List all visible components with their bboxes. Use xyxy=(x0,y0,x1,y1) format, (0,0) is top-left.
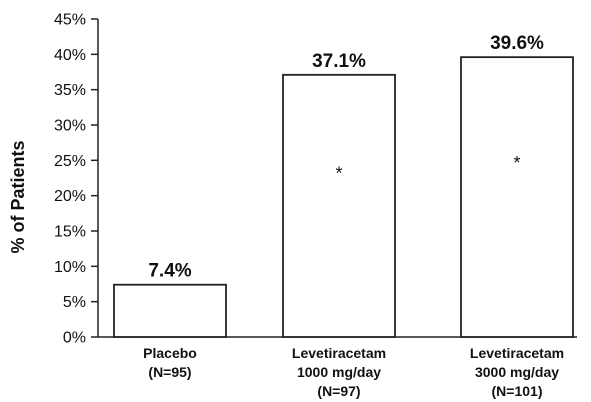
y-ticks: 0% 5% 10% 15% 20% 25% 30% 35% 40% 45% xyxy=(54,12,98,347)
category-label: (N=101) xyxy=(492,383,543,399)
category-label: (N=97) xyxy=(317,383,360,399)
y-tick-label: 0% xyxy=(63,330,86,347)
y-tick-label: 40% xyxy=(54,47,86,64)
category-label: Levetiracetam xyxy=(470,345,564,361)
category-label: (N=95) xyxy=(148,364,191,380)
y-tick-label: 45% xyxy=(54,12,86,29)
category-label: Levetiracetam xyxy=(292,345,386,361)
y-tick-label: 25% xyxy=(54,153,86,170)
significance-marker: * xyxy=(513,153,520,173)
bar xyxy=(460,56,574,338)
y-axis-label: % of Patients xyxy=(8,140,28,253)
category-label: 1000 mg/day xyxy=(297,364,381,380)
y-tick-label: 10% xyxy=(54,259,86,276)
y-tick-label: 5% xyxy=(63,294,86,311)
category-label: Placebo xyxy=(143,345,197,361)
bar xyxy=(113,283,227,338)
y-tick-label: 35% xyxy=(54,82,86,99)
bars: 7.4% 37.1% * 39.6% * xyxy=(113,33,574,338)
y-tick-label: 30% xyxy=(54,118,86,135)
bar xyxy=(282,73,396,338)
y-tick-label: 15% xyxy=(54,224,86,241)
x-category-labels: Placebo (N=95) Levetiracetam 1000 mg/day (N=… xyxy=(143,345,564,399)
category-label: 3000 mg/day xyxy=(475,364,559,380)
bar-value-label: 7.4% xyxy=(148,261,191,282)
bar-value-label: 37.1% xyxy=(312,51,366,72)
significance-marker: * xyxy=(335,164,342,184)
bar-value-label: 39.6% xyxy=(490,33,544,54)
y-tick-label: 20% xyxy=(54,188,86,205)
